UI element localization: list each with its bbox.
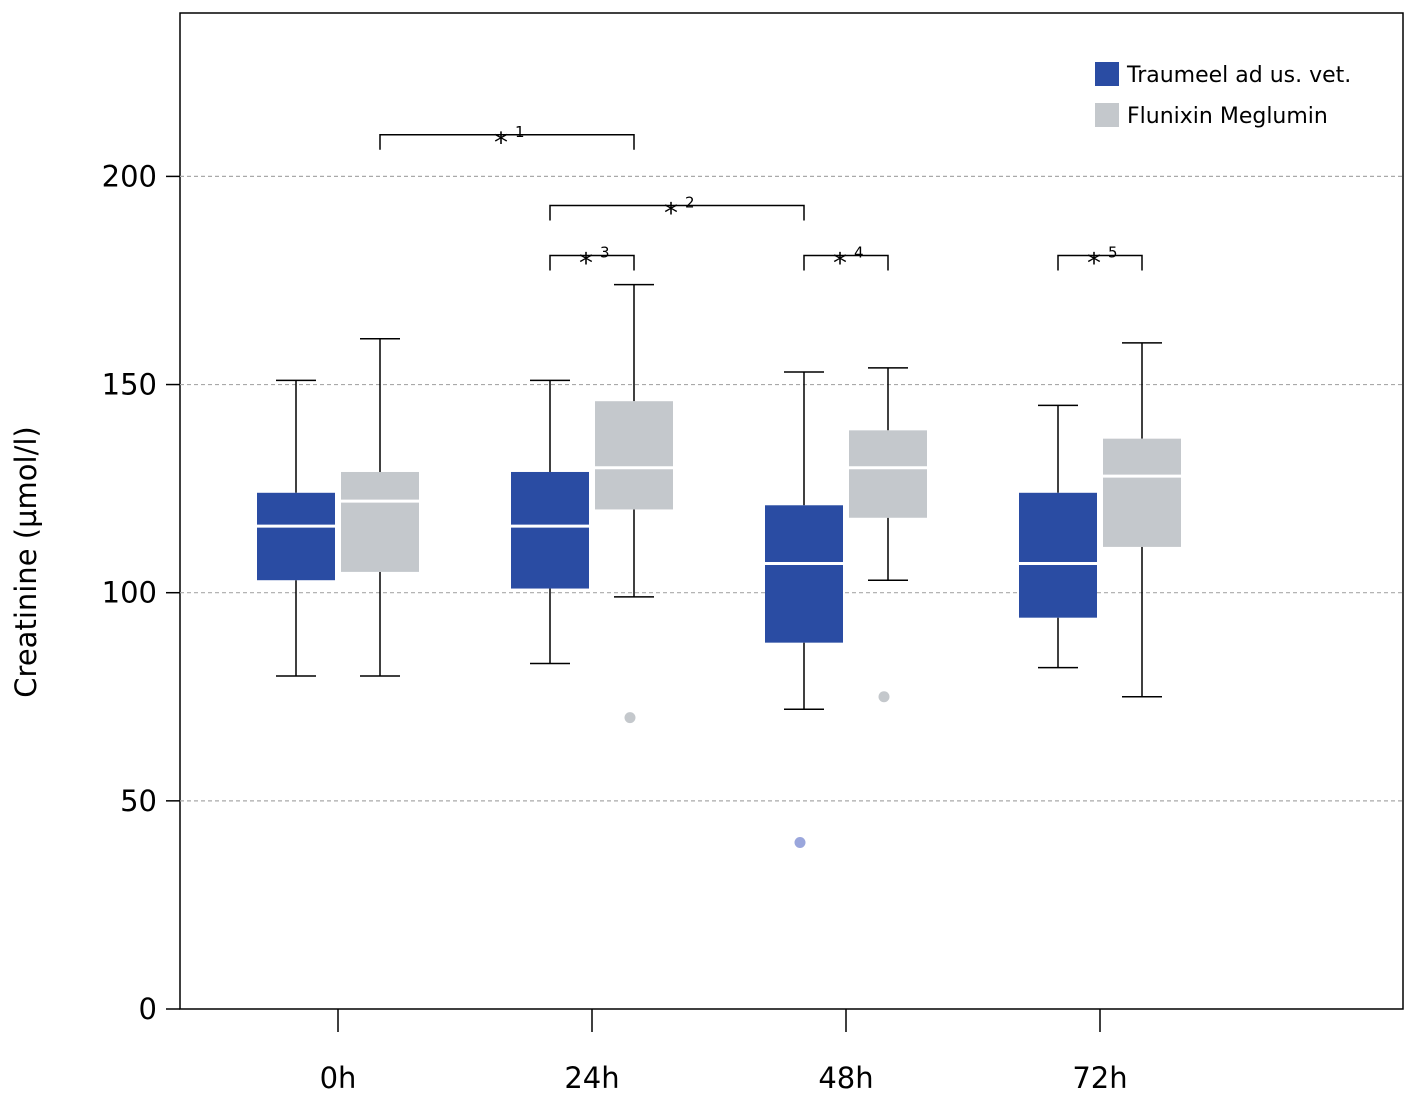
- significance-superscript: 3: [600, 243, 610, 261]
- significance-superscript: 5: [1108, 243, 1118, 261]
- bracket-line: [549, 254, 635, 271]
- outlier-point: [794, 836, 806, 848]
- significance-star: *: [494, 126, 508, 159]
- box-traumeel-48h: [765, 371, 843, 848]
- x-tick-label-48h: 48h: [818, 1061, 873, 1095]
- outlier-point: [624, 712, 636, 724]
- box-traumeel-24h: [511, 379, 589, 665]
- significance-3: * 3: [549, 243, 635, 279]
- x-tick-label-24h: 24h: [564, 1061, 619, 1095]
- box-iqr: [511, 471, 589, 589]
- significance-star: *: [833, 246, 847, 279]
- significance-superscript: 2: [685, 194, 695, 212]
- significance-star: *: [579, 246, 593, 279]
- box-flunixin-24h: [595, 283, 673, 724]
- box-iqr: [257, 492, 335, 581]
- bracket-line: [803, 254, 889, 271]
- significance-star: *: [664, 197, 678, 230]
- box-flunixin-48h: [849, 367, 927, 703]
- bracket-line: [549, 204, 805, 221]
- x-tick-label-0h: 0h: [320, 1061, 357, 1095]
- box-iqr: [1019, 492, 1097, 618]
- outlier-point: [878, 691, 890, 703]
- legend-swatch-traumeel: [1095, 62, 1119, 86]
- legend: Traumeel ad us. vet. Flunixin Meglumin: [1095, 62, 1351, 129]
- y-tick-label-150: 150: [102, 368, 157, 402]
- x-tick-label-72h: 72h: [1072, 1061, 1127, 1095]
- box-flunixin-0h: [341, 338, 419, 677]
- box-traumeel-72h: [1019, 404, 1097, 669]
- box-iqr: [849, 430, 927, 518]
- y-tick-label-0: 0: [139, 992, 157, 1026]
- significance-brackets: * 1* 2* 3 * 4 * 5: [379, 123, 1143, 279]
- legend-label-traumeel: Traumeel ad us. vet.: [1126, 63, 1351, 88]
- box-iqr: [341, 471, 419, 572]
- y-tick-label-200: 200: [102, 159, 157, 193]
- plot-frame: [179, 12, 1404, 1010]
- y-axis: 0 50 100 150 200: [102, 159, 180, 1026]
- boxes: [257, 283, 1181, 848]
- significance-5: * 5: [1057, 243, 1143, 279]
- significance-1: * 1: [379, 123, 635, 159]
- box-traumeel-0h: [257, 379, 335, 677]
- significance-superscript: 1: [515, 123, 525, 141]
- bracket-line: [1057, 254, 1143, 271]
- box-iqr: [1103, 438, 1181, 547]
- x-axis: 0h 24h 48h 72h: [320, 1009, 1128, 1095]
- legend-label-flunixin: Flunixin Meglumin: [1127, 104, 1328, 129]
- y-tick-label-100: 100: [102, 576, 157, 610]
- box-flunixin-72h: [1103, 342, 1181, 698]
- significance-superscript: 4: [854, 243, 864, 261]
- y-tick-label-50: 50: [120, 784, 157, 818]
- bracket-line: [379, 134, 635, 150]
- legend-swatch-flunixin: [1095, 103, 1119, 127]
- box-iqr: [765, 505, 843, 643]
- box-iqr: [595, 401, 673, 510]
- significance-star: *: [1087, 246, 1101, 279]
- significance-4: * 4: [803, 243, 889, 279]
- significance-2: * 2: [549, 194, 805, 230]
- y-axis-title: Creatinine (µmol/l): [9, 426, 43, 697]
